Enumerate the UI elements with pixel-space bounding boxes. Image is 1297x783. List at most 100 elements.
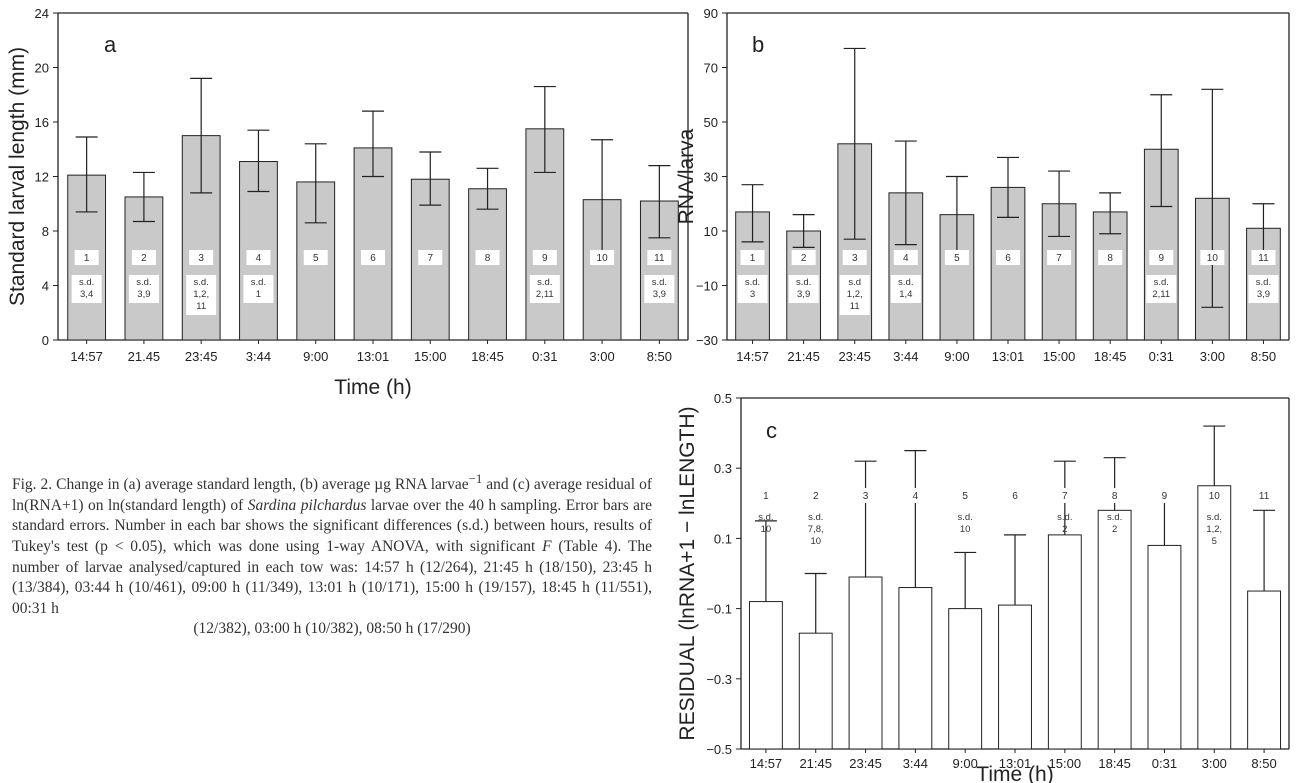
sd-box [737,275,768,303]
sd-label: 7,8, [808,524,824,535]
y-tick-label: 0.5 [714,391,732,406]
sd-label: 1 [256,289,261,300]
sd-box [788,275,819,303]
x-tick-label: 9:00 [953,756,978,771]
bar-number: 10 [597,253,609,264]
sd-label: 3,4 [80,289,93,300]
x-tick-label: 18:45 [1094,349,1127,364]
y-tick-label: 24 [35,6,49,21]
sd-label: 1,2, [193,289,209,300]
x-tick-label: 13:01 [992,349,1025,364]
bar-number-box [944,250,969,265]
x-tick-label: 15:00 [414,349,447,364]
x-tick-label: 9:00 [944,349,969,364]
x-tick-label: 23:45 [185,349,218,364]
y-tick-label: 20 [35,61,49,76]
sd-label: 3,9 [1257,289,1270,300]
bar-number: 8 [1107,253,1113,264]
y-tick-label: −10 [696,279,718,294]
bar-number-box [996,250,1020,265]
bar-number: 7 [1062,491,1068,502]
y-tick-label: 8 [42,224,49,239]
sd-label: 3,9 [137,289,150,300]
caption-superscript: −1 [468,471,483,486]
bar [1047,534,1082,750]
x-tick-label: 0:31 [532,349,557,364]
caption-last-line: (12/382), 03:00 h (10/382), 08:50 h (17/… [193,620,471,638]
bar-number-box [903,488,928,503]
x-tick-label: 0:31 [1152,756,1177,771]
bar-number: 5 [954,253,960,264]
sd-label: s.d. [652,277,667,288]
sd-label: 2,11 [1152,289,1170,300]
bar-number-box [753,488,778,503]
bar-number: 4 [913,491,919,502]
bar-number: 11 [1258,253,1269,264]
panel-letter: c [766,418,777,443]
x-tick-label: 14:57 [750,756,783,771]
bar-number: 3 [863,491,869,502]
caption-part2: and (c) average residual of ln(RNA+1) on… [12,476,652,514]
bar-number: 4 [256,253,262,264]
bar-number-box [1102,488,1127,503]
sd-label: s.d. [1207,512,1222,523]
sd-label: s.d [848,277,861,288]
bar-number: 10 [1209,491,1221,502]
sd-box [128,275,159,303]
bar-number-box [1202,488,1227,503]
sd-label: 2,11 [536,289,554,300]
x-tick-label: 18:45 [471,349,504,364]
bar-number: 9 [1162,491,1168,502]
sd-label: s.d. [745,277,760,288]
bar [898,587,933,750]
bar-number-box [893,250,918,265]
sd-box [644,275,675,303]
sd-label: 2 [1112,524,1117,535]
x-tick-label: 3:44 [893,349,918,364]
x-tick-label: 15:00 [1043,349,1076,364]
bar-number-box [1003,488,1027,503]
bar-number-box [303,250,328,265]
sd-box [839,275,870,315]
bar [1247,590,1282,750]
sd-label: 1,2, [1206,524,1222,535]
chart-panel-c: −0.5 −0.3 −0.1 0.1 0.3 0.5 RESIDUAL (lnRNA+1 −… [676,391,1290,783]
bar-number: 3 [852,253,858,264]
sd-label: 2 [1062,524,1067,535]
y-tick-label: 0.1 [714,531,732,546]
x-axis-title: Time (h) [334,376,411,399]
x-tick-label: 14:57 [736,349,769,364]
bar [939,214,975,341]
sd-label: 1,2, [847,289,863,300]
sd-label: 3,9 [653,289,666,300]
sd-box [890,275,921,303]
bar-number: 3 [198,253,204,264]
bar-number-box [418,250,443,265]
bar-number: 1 [84,253,90,264]
x-tick-label: 8:50 [1251,756,1276,771]
sd-box [71,275,102,303]
sd-label: s.d. [136,277,151,288]
bar [1097,509,1132,750]
bar-number: 1 [750,253,756,264]
bar-number-box [1149,250,1174,265]
bar-number: 5 [313,253,319,264]
bar [748,601,783,750]
x-tick-label: 13:01 [357,349,390,364]
y-tick-label: −0.3 [706,672,732,687]
bar-number: 5 [962,491,968,502]
sd-label: 11 [850,301,860,312]
y-tick-label: 0 [42,333,49,348]
bar-number: 9 [542,253,548,264]
sd-label: 5 [1212,536,1217,547]
bar [1147,544,1182,750]
x-tick-label: 3:00 [589,349,614,364]
x-tick-label: 8:50 [647,349,672,364]
bar-number-box [1052,488,1077,503]
bar-number-box [1251,250,1276,265]
bar [998,604,1032,750]
y-tick-label: −0.1 [706,602,732,617]
bar-number-box [647,250,672,265]
bar-number-box [842,250,867,265]
